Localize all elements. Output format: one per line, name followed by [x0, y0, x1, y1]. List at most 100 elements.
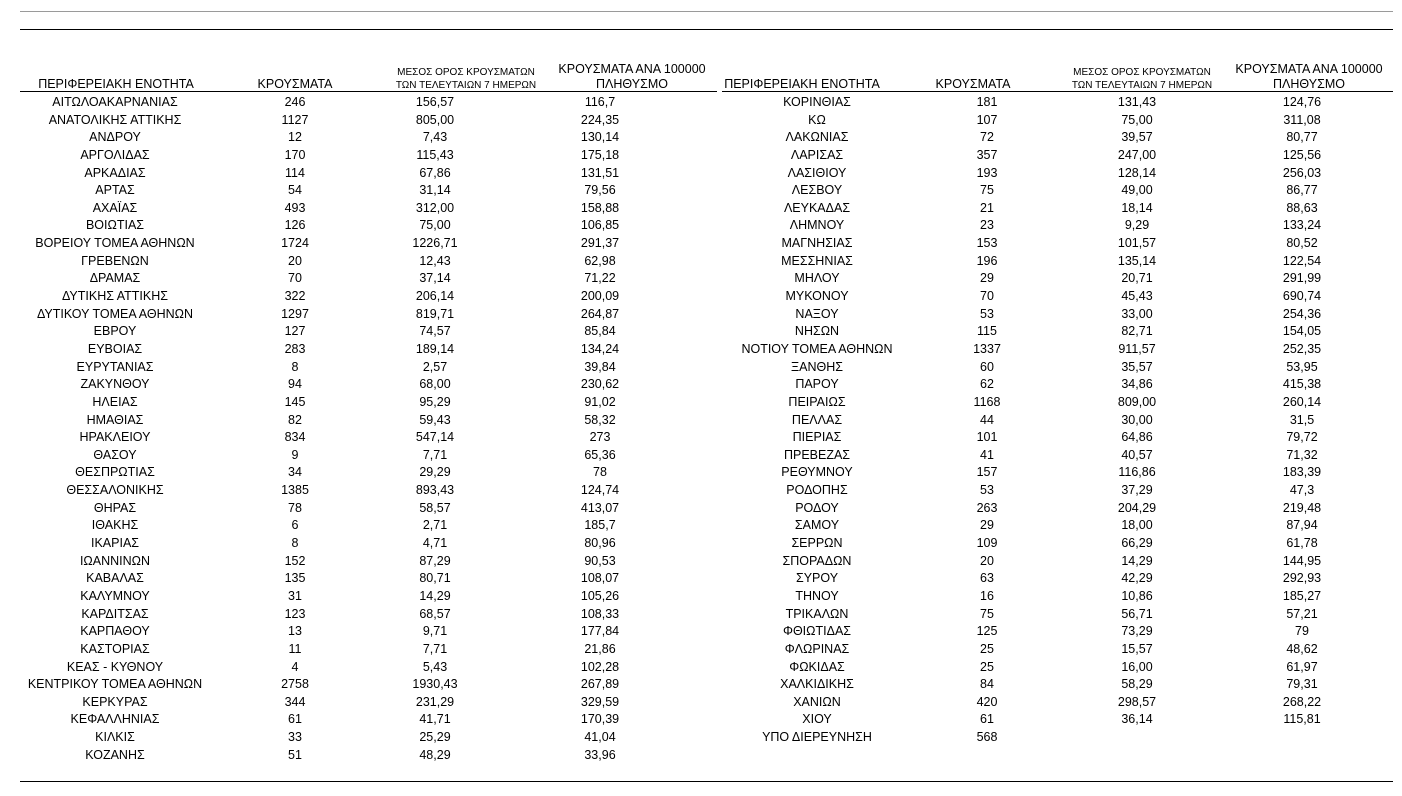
- cell-cases: 493: [284, 200, 306, 215]
- cell-cases: 63: [980, 571, 994, 586]
- table-row: ΠΕΙΡΑΙΩΣ 1168 809,00 260,14: [712, 394, 1382, 412]
- cell-region: ΙΘΑΚΗΣ: [91, 518, 139, 533]
- cell-avg7: 29,29: [419, 465, 451, 480]
- cell-per100k: 224,35: [580, 112, 620, 127]
- cell-cases: 31: [288, 588, 302, 603]
- table-row: ΠΙΕΡΙΑΣ 101 64,86 79,72: [712, 429, 1382, 447]
- table-row: ΝΑΞΟΥ 53 33,00 254,36: [712, 306, 1382, 324]
- cell-cases: 6: [291, 518, 299, 533]
- cell-avg7: 15,57: [1121, 641, 1153, 656]
- cell-per100k: 61,78: [1286, 536, 1318, 551]
- cell-avg7: 37,14: [419, 271, 451, 286]
- cell-region: ΚΑΛΥΜΝΟΥ: [80, 588, 150, 603]
- cell-per100k: 80,96: [584, 536, 616, 551]
- cell-region: ΚΕΑΣ - ΚΥΘΝΟΥ: [66, 659, 164, 674]
- cell-per100k: 80,77: [1286, 130, 1318, 145]
- left-header-avg7: ΜΕΣΟΣ ΟΡΟΣ ΚΡΟΥΣΜΑΤΩΝ ΤΩΝ ΤΕΛΕΥΤΑΙΩΝ 7 Η…: [378, 54, 554, 92]
- cell-region: ΚΕΡΚΥΡΑΣ: [82, 694, 148, 709]
- cell-cases: 263: [976, 500, 998, 515]
- cell-per100k: 62,98: [584, 253, 616, 268]
- table-row: ΚΕΦΑΛΛΗΝΙΑΣ 61 41,71 170,39: [0, 711, 690, 729]
- table-row: ΚΙΛΚΙΣ 33 25,29 41,04: [0, 729, 690, 747]
- cell-region: ΠΕΙΡΑΙΩΣ: [788, 394, 846, 409]
- cell-region: ΑΝΑΤΟΛΙΚΗΣ ΑΤΤΙΚΗΣ: [48, 112, 182, 127]
- cell-region: ΘΕΣΣΑΛΟΝΙΚΗΣ: [66, 483, 164, 498]
- cell-region: ΧΑΝΙΩΝ: [793, 694, 841, 709]
- cell-cases: 16: [980, 588, 994, 603]
- cell-per100k: 133,24: [1282, 218, 1322, 233]
- cell-region: ΡΕΘΥΜΝΟΥ: [781, 465, 853, 480]
- cell-cases: 34: [288, 465, 302, 480]
- cell-avg7: 819,71: [415, 306, 455, 321]
- table-row: ΝΗΣΩΝ 115 82,71 154,05: [712, 323, 1382, 341]
- cell-per100k: 144,95: [1282, 553, 1322, 568]
- cell-per100k: 91,02: [584, 394, 616, 409]
- cell-per100k: 158,88: [580, 200, 620, 215]
- cell-avg7: 128,14: [1117, 165, 1157, 180]
- cell-region: ΚΑΡΔΙΤΣΑΣ: [81, 606, 149, 621]
- cell-per100k: 124,76: [1282, 95, 1322, 109]
- table-row: ΕΒΡΟΥ 127 74,57 85,84: [0, 323, 690, 341]
- cell-avg7: 75,00: [1121, 112, 1153, 127]
- cell-avg7: 48,29: [419, 747, 451, 762]
- table-row: ΙΘΑΚΗΣ 6 2,71 185,7: [0, 517, 690, 535]
- table-row: ΛΑΣΙΘΙΟΥ 193 128,14 256,03: [712, 165, 1382, 183]
- table-row: ΜΗΛΟΥ 29 20,71 291,99: [712, 270, 1382, 288]
- cell-cases: 25: [980, 659, 994, 674]
- cell-region: ΔΥΤΙΚΗΣ ΑΤΤΙΚΗΣ: [62, 289, 168, 304]
- cell-region: ΡΟΔΟΠΗΣ: [786, 483, 848, 498]
- cell-region: ΣΠΟΡΑΔΩΝ: [782, 553, 852, 568]
- cell-per100k: 106,85: [580, 218, 620, 233]
- cell-per100k: 267,89: [580, 677, 620, 692]
- cell-region: ΔΥΤΙΚΟΥ ΤΟΜΕΑ ΑΘΗΝΩΝ: [36, 306, 194, 321]
- cell-per100k: 58,32: [584, 412, 616, 427]
- cell-per100k: 79: [1295, 624, 1309, 639]
- table-row: ΑΙΤΩΛΟΑΚΑΡΝΑΝΙΑΣ 246 156,57 116,7: [0, 94, 690, 112]
- cell-per100k: [1222, 729, 1382, 747]
- cell-region: ΜΕΣΣΗΝΙΑΣ: [781, 253, 853, 268]
- cell-avg7: 45,43: [1121, 289, 1153, 304]
- cell-avg7: 67,86: [419, 165, 451, 180]
- cell-per100k: 183,39: [1282, 465, 1322, 480]
- cell-per100k: 57,21: [1286, 606, 1318, 621]
- cell-avg7: 805,00: [415, 112, 455, 127]
- cell-cases: 13: [288, 624, 302, 639]
- table-row: ΚΩ 107 75,00 311,08: [712, 112, 1382, 130]
- cell-avg7: 2,57: [422, 359, 448, 374]
- cell-region: ΠΑΡΟΥ: [795, 377, 839, 392]
- cell-region: ΣΥΡΟΥ: [795, 571, 839, 586]
- cell-avg7: 204,29: [1117, 500, 1157, 515]
- cell-per100k: 134,24: [580, 341, 620, 356]
- cell-region: ΜΥΚΟΝΟΥ: [785, 289, 849, 304]
- cell-region: ΗΜΑΘΙΑΣ: [86, 412, 144, 427]
- cell-avg7: 33,00: [1121, 306, 1153, 321]
- cell-region: ΗΛΕΙΑΣ: [92, 394, 138, 409]
- cell-per100k: 268,22: [1282, 694, 1322, 709]
- cell-per100k: 291,37: [580, 236, 620, 251]
- cell-region: ΑΧΑΪΑΣ: [92, 200, 138, 215]
- left-header-region: ΠΕΡΙΦΕΡΕΙΑΚΗ ΕΝΟΤΗΤΑ: [20, 54, 212, 92]
- left-header-per100k: ΚΡΟΥΣΜΑΤΑ ΑΝΑ 100000 ΠΛΗΘΥΣΜΟ: [542, 54, 722, 92]
- cell-region: ΧΙΟΥ: [802, 712, 832, 727]
- cell-per100k: 21,86: [584, 641, 616, 656]
- table-row: ΔΡΑΜΑΣ 70 37,14 71,22: [0, 270, 690, 288]
- cell-cases: 75: [980, 183, 994, 198]
- cell-avg7: 35,57: [1121, 359, 1153, 374]
- cell-region: ΦΩΚΙΔΑΣ: [789, 659, 845, 674]
- cell-region: ΓΡΕΒΕΝΩΝ: [81, 253, 149, 268]
- right-header-region-text: ΠΕΡΙΦΕΡΕΙΑΚΗ ΕΝΟΤΗΤΑ: [724, 77, 880, 91]
- table-row: ΚΕΡΚΥΡΑΣ 344 231,29 329,59: [0, 694, 690, 712]
- cell-region: ΠΙΕΡΙΑΣ: [792, 430, 842, 445]
- cell-cases: 70: [980, 289, 994, 304]
- cell-per100k: 116,7: [584, 95, 616, 109]
- right-header-per100k-line2: ΠΛΗΘΥΣΜΟ: [1273, 77, 1345, 91]
- cell-avg7: 115,43: [416, 147, 454, 162]
- cell-avg7: 42,29: [1121, 571, 1153, 586]
- cell-per100k: 79,31: [1286, 677, 1318, 692]
- cell-per100k: 48,62: [1286, 641, 1318, 656]
- table-row: ΔΥΤΙΚΟΥ ΤΟΜΕΑ ΑΘΗΝΩΝ 1297 819,71 264,87: [0, 306, 690, 324]
- table-row: ΧΑΛΚΙΔΙΚΗΣ 84 58,29 79,31: [712, 676, 1382, 694]
- cell-region: ΙΚΑΡΙΑΣ: [90, 536, 140, 551]
- cell-avg7: 74,57: [419, 324, 451, 339]
- cell-per100k: 61,97: [1286, 659, 1318, 674]
